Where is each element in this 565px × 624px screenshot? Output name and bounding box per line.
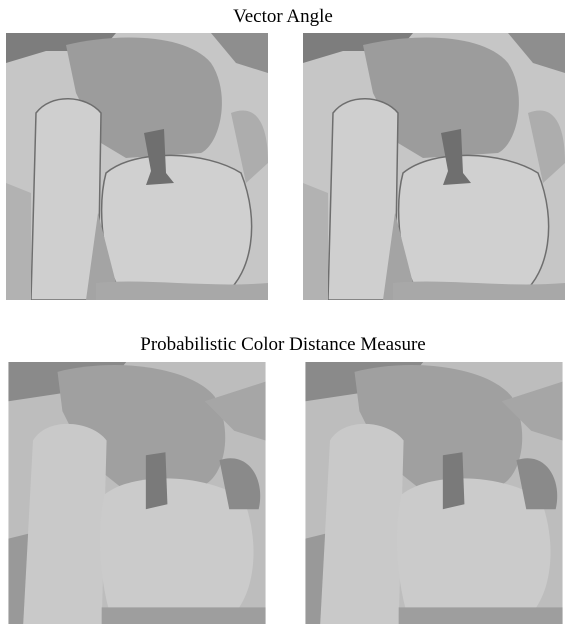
segmented-image [6, 33, 268, 300]
section-title: Probabilistic Color Distance Measure [140, 334, 425, 355]
segmented-image [303, 33, 565, 300]
figure: Vector Angle Probabilistic Color Distanc… [0, 0, 565, 624]
segmented-image [8, 362, 265, 624]
section-title: Vector Angle [233, 6, 333, 27]
segmented-image [305, 362, 562, 624]
page: Vector Angle Probabilistic Color Distanc… [0, 0, 565, 624]
